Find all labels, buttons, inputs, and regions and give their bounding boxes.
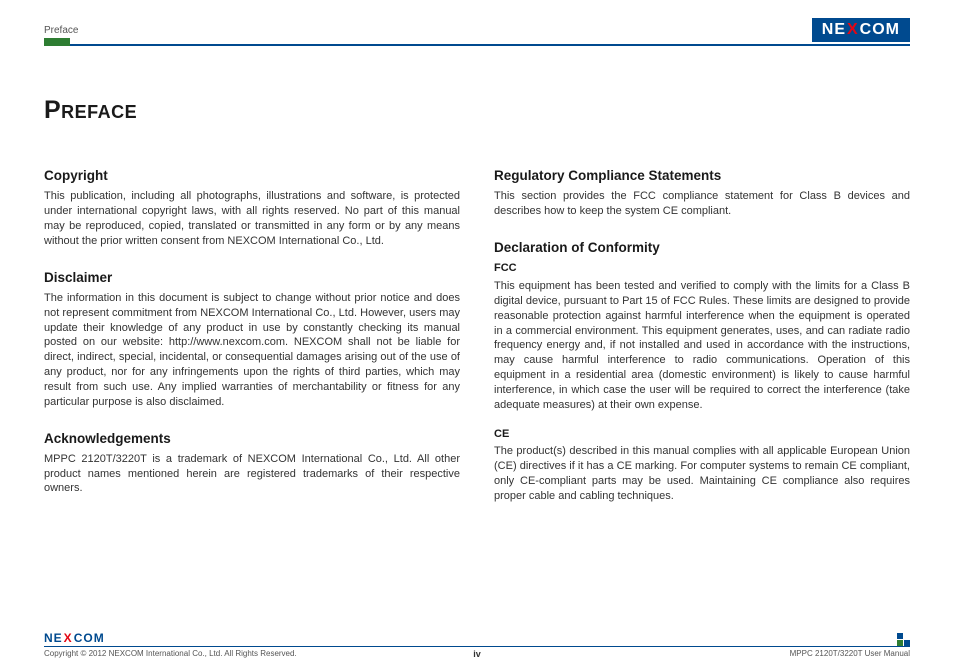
footer-squares-icon xyxy=(897,633,910,646)
page-footer: NEXCOM Copyright © 2012 NEXCOM Internati… xyxy=(44,631,910,658)
heading-regulatory: Regulatory Compliance Statements xyxy=(494,167,910,185)
section-disclaimer: Disclaimer The information in this docum… xyxy=(44,269,460,410)
subsection-ce: CE The product(s) described in this manu… xyxy=(494,427,910,504)
footer-bottom-row: Copyright © 2012 NEXCOM International Co… xyxy=(44,647,910,658)
label-fcc: FCC xyxy=(494,261,910,276)
page-title: Preface xyxy=(44,96,910,125)
left-column: Copyright This publication, including al… xyxy=(44,167,460,524)
heading-copyright: Copyright xyxy=(44,167,460,185)
brand-pre: NE xyxy=(822,21,846,39)
section-acknowledgements: Acknowledgements MPPC 2120T/3220T is a t… xyxy=(44,430,460,497)
body-fcc: This equipment has been tested and verif… xyxy=(494,279,910,413)
accent-stub xyxy=(44,38,70,46)
square xyxy=(897,640,903,646)
label-ce: CE xyxy=(494,427,910,442)
brand-post-bottom: COM xyxy=(74,631,105,645)
body-ce: The product(s) described in this manual … xyxy=(494,444,910,503)
brand-logo-top: NEXCOM xyxy=(812,18,910,42)
heading-disclaimer: Disclaimer xyxy=(44,269,460,287)
brand-pre-bottom: NE xyxy=(44,631,63,645)
heading-declaration: Declaration of Conformity xyxy=(494,239,910,257)
section-copyright: Copyright This publication, including al… xyxy=(44,167,460,249)
brand-post: COM xyxy=(860,21,900,39)
page: Preface NEXCOM Preface Copyright This pu… xyxy=(0,0,954,672)
body-acknowledgements: MPPC 2120T/3220T is a trademark of NEXCO… xyxy=(44,452,460,497)
body-copyright: This publication, including all photogra… xyxy=(44,189,460,248)
footer-page-number: iv xyxy=(44,649,910,659)
square xyxy=(904,633,910,639)
page-header: Preface NEXCOM xyxy=(44,18,910,46)
square xyxy=(897,633,903,639)
section-regulatory: Regulatory Compliance Statements This se… xyxy=(494,167,910,219)
brand-logo-bottom: NEXCOM xyxy=(44,631,105,645)
section-declaration: Declaration of Conformity FCC This equip… xyxy=(494,239,910,504)
subsection-fcc: FCC This equipment has been tested and v… xyxy=(494,261,910,412)
body-disclaimer: The information in this document is subj… xyxy=(44,291,460,410)
content-columns: Copyright This publication, including al… xyxy=(44,167,910,524)
footer-top-row: NEXCOM xyxy=(44,631,910,647)
brand-x-bottom: X xyxy=(64,631,73,645)
heading-acknowledgements: Acknowledgements xyxy=(44,430,460,448)
body-regulatory: This section provides the FCC compliance… xyxy=(494,189,910,219)
brand-x: X xyxy=(847,21,859,39)
right-column: Regulatory Compliance Statements This se… xyxy=(494,167,910,524)
square xyxy=(904,640,910,646)
header-section-label: Preface xyxy=(44,25,78,36)
